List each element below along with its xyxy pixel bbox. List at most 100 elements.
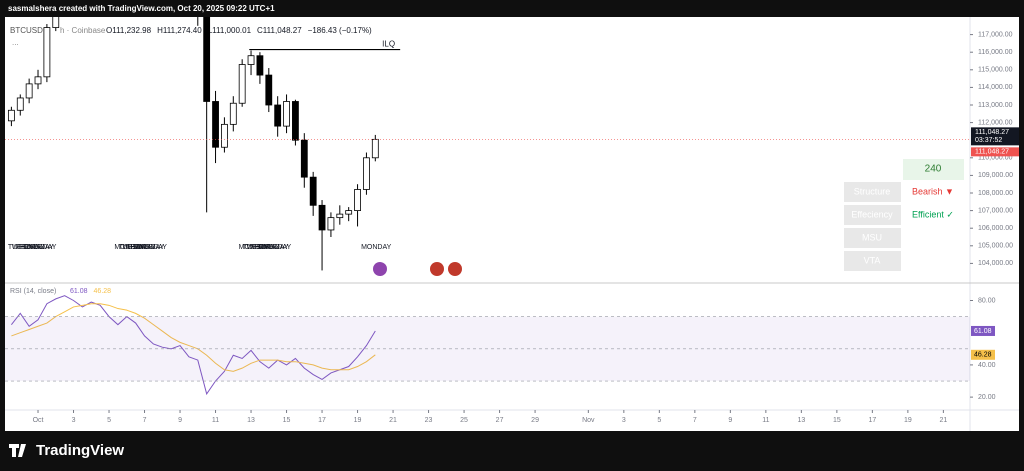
- interval: h · Coinbase: [60, 26, 106, 35]
- value-box: [971, 349, 995, 360]
- x-tick-label: 25: [460, 417, 468, 424]
- x-tick-label: 27: [496, 417, 504, 424]
- ohlc-value: C111,048.27: [257, 26, 302, 35]
- x-tick-label: 15: [833, 417, 841, 424]
- symbol: BTCUSD: [10, 26, 43, 35]
- panel-cell: [844, 228, 901, 248]
- y-tick-label: 106,000.00: [978, 225, 1013, 232]
- x-tick-label: 7: [143, 417, 147, 424]
- candle-body: [16, 97, 24, 111]
- ohlc-value: H111,274.40: [157, 26, 202, 35]
- candle-body: [283, 101, 290, 127]
- session-label: WEDNESDAY: [12, 244, 57, 251]
- y-tick-label: 113,000.00: [978, 102, 1013, 109]
- x-tick-label: 11: [762, 417, 769, 424]
- y-tick-label: 108,000.00: [978, 190, 1013, 197]
- candle-body: [43, 27, 51, 78]
- session-label: FRIDAY: [20, 244, 45, 251]
- candle-body: [229, 102, 237, 125]
- x-tick-label: 15: [283, 417, 291, 424]
- y-tick-label: 114,000.00: [978, 84, 1013, 91]
- x-tick-label: 11: [212, 417, 219, 424]
- x-tick-label: 19: [354, 417, 362, 424]
- panel-header-bg: [903, 159, 964, 180]
- panel-label: Effeciency: [851, 209, 893, 219]
- session-label: MONDAY: [239, 244, 270, 251]
- candle-body: [363, 157, 370, 190]
- more: ...: [12, 38, 19, 47]
- session-label: FRIDAY: [255, 244, 280, 251]
- y-tick-label: 104,000.00: [978, 260, 1013, 267]
- session-label: THURSDAY: [16, 244, 54, 251]
- x-tick-label: 5: [657, 417, 661, 424]
- candle-body: [274, 104, 282, 127]
- candle-body: [265, 74, 273, 106]
- candle-body: [309, 176, 317, 206]
- candle-body: [300, 139, 308, 178]
- panel-label: Structure: [854, 186, 891, 196]
- session-label: TUESDAY: [243, 244, 276, 251]
- brand: TradingView: [36, 442, 124, 459]
- y-tick-label: 105,000.00: [978, 243, 1013, 250]
- x-tick-label: 7: [693, 417, 697, 424]
- x-tick-label: 21: [389, 417, 397, 424]
- session-label: WEDNESDAY: [122, 244, 167, 251]
- session-label: THURSDAY: [126, 244, 164, 251]
- candle-body: [7, 109, 15, 122]
- x-tick-label: 29: [531, 417, 539, 424]
- x-tick-label: 13: [797, 417, 805, 424]
- candle-body: [354, 189, 361, 211]
- x-tick-label: 17: [868, 417, 876, 424]
- icon: [430, 262, 444, 276]
- legend-value: 46.28: [94, 288, 112, 295]
- y-tick-label: 107,000.00: [978, 207, 1013, 214]
- x-tick-label: 9: [178, 417, 182, 424]
- y-tick-label: 116,000.00: [978, 49, 1013, 56]
- plot: [7, 17, 401, 271]
- candle-body: [371, 138, 379, 159]
- value-box: [971, 325, 995, 336]
- x-tick-label: 9: [728, 417, 732, 424]
- x-tick-label: 13: [247, 417, 255, 424]
- panel-status: Bearish ▼: [912, 186, 954, 196]
- candle-body: [34, 76, 42, 85]
- icon: [448, 262, 462, 276]
- panel-cell: [844, 251, 901, 271]
- candle-body: [256, 55, 264, 76]
- candle-body: [52, 17, 60, 28]
- panel-label: MSU: [862, 232, 882, 242]
- candle-body: [25, 83, 33, 99]
- candle-body: [212, 101, 219, 148]
- x-tick-label: Nov: [582, 417, 595, 424]
- panel-cell: [844, 205, 901, 225]
- x-tick-label: 17: [318, 417, 326, 424]
- icon: [373, 262, 387, 276]
- y-tick-label: 110,000.00: [978, 155, 1013, 162]
- legend-value: 61.08: [70, 288, 88, 295]
- y-tick-label: 40.00: [978, 362, 996, 369]
- session-label: TUESDAY: [118, 244, 151, 251]
- candle-body: [238, 64, 246, 104]
- session-label: MONDAY: [114, 244, 145, 251]
- rsi-line: [10, 295, 376, 396]
- brand-logo: [9, 444, 26, 457]
- panel-cell: [844, 182, 901, 202]
- panel-label: VTA: [864, 255, 881, 265]
- x-tick-label: 21: [939, 417, 947, 424]
- x-tick-label: Oct: [33, 417, 44, 424]
- last-price-box: [971, 127, 1019, 146]
- candle-body: [345, 210, 353, 215]
- x-tick-label: 5: [107, 417, 111, 424]
- session-label: THURSDAY: [251, 244, 289, 251]
- candle-body: [203, 17, 211, 102]
- x-tick-label: 3: [622, 417, 626, 424]
- session-label: WEDNESDAY: [247, 244, 292, 251]
- y-tick-label: 112,000.00: [978, 119, 1013, 126]
- bid-box: [971, 147, 1019, 157]
- x-tick-label: 19: [904, 417, 912, 424]
- rsi-line: [11, 303, 376, 372]
- ohlc-value: −186.43 (−0.17%): [308, 26, 372, 35]
- x-tick-label: 23: [425, 417, 433, 424]
